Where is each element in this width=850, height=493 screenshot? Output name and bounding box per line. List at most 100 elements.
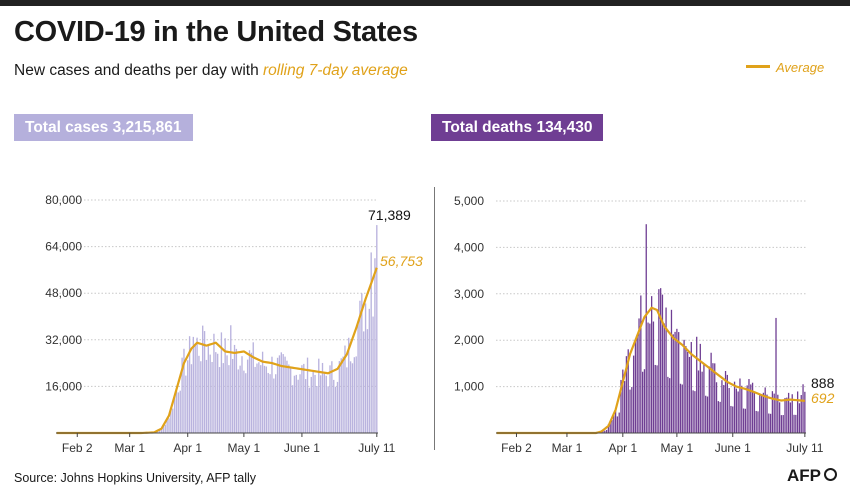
legend-line-swatch (746, 65, 770, 69)
deaths-bar (730, 405, 732, 433)
cases-bar (297, 379, 299, 433)
deaths-bar (706, 396, 709, 433)
deaths-bar (683, 339, 685, 433)
cases-x-tick-label: June 1 (284, 441, 320, 455)
deaths-bar (638, 318, 640, 433)
afp-logo-text: AFP (787, 466, 821, 485)
deaths-bar (798, 403, 801, 433)
cases-bar (338, 361, 341, 433)
deaths-bar (687, 352, 689, 433)
deaths-bar (703, 363, 705, 433)
deaths-bar (607, 424, 610, 433)
deaths-bar (764, 387, 766, 433)
cases-bar (288, 364, 290, 433)
cases-bar (280, 352, 282, 433)
deaths-bar (782, 415, 784, 433)
cases-bar (376, 225, 378, 433)
deaths-bar (746, 385, 748, 433)
deaths-bar (647, 322, 649, 433)
cases-bar (160, 428, 163, 433)
deaths-bar (778, 402, 781, 433)
deaths-y-tick-label: 2,000 (454, 333, 484, 347)
cases-bar (213, 333, 215, 433)
deaths-bar (627, 349, 629, 433)
cases-bar (271, 356, 273, 433)
cases-bar (327, 386, 329, 433)
deaths-bar (714, 363, 716, 433)
cases-bar (179, 390, 181, 433)
cases-bar (235, 348, 238, 433)
deaths-y-tick-label: 3,000 (454, 287, 484, 301)
cases-y-tick-label: 64,000 (45, 240, 82, 254)
deaths-bar (651, 296, 653, 433)
cases-bar (344, 345, 346, 433)
deaths-bar (661, 294, 664, 433)
cases-bar (260, 365, 262, 433)
deaths-x-tick-label: May 1 (661, 441, 694, 455)
cases-bar (267, 372, 269, 433)
cases-x-tick-label: Mar 1 (114, 441, 145, 455)
deaths-bar (741, 385, 743, 433)
deaths-bar (665, 307, 667, 433)
deaths-bar (679, 383, 682, 433)
cases-bar (237, 369, 239, 433)
deaths-bar (715, 382, 718, 433)
cases-bar (316, 386, 318, 433)
cases-bar (323, 371, 326, 433)
deaths-bar (618, 412, 620, 433)
cases-bar (157, 430, 159, 433)
globe-icon (824, 468, 837, 482)
cases-bar (158, 430, 161, 433)
cases-bar (261, 351, 264, 433)
cases-bar (220, 332, 223, 433)
page-title: COVID-19 in the United States (14, 16, 418, 48)
deaths-bar (769, 413, 772, 433)
cases-bar (336, 381, 339, 433)
cases-bar (243, 370, 245, 433)
legend-average-label: Average (776, 60, 825, 75)
source-note: Source: Johns Hopkins University, AFP ta… (14, 471, 256, 485)
deaths-bar (759, 394, 761, 433)
deaths-bar (611, 419, 613, 433)
cases-bar (202, 325, 204, 433)
deaths-bar (777, 394, 779, 433)
cases-bar (215, 352, 217, 433)
deaths-bar (636, 337, 638, 433)
subtitle: New cases and deaths per day with rollin… (14, 62, 408, 80)
cases-bar (231, 358, 234, 433)
deaths-bar (631, 387, 633, 433)
cases-bar (308, 387, 311, 433)
afp-logo: AFP (787, 466, 837, 486)
deaths-bar (656, 365, 658, 433)
deaths-bar (773, 393, 775, 433)
cases-x-tick-label: Feb 2 (62, 441, 93, 455)
cases-bar (177, 392, 180, 433)
cases-bar (366, 329, 369, 433)
deaths-bar (625, 356, 628, 433)
cases-bar (269, 374, 271, 433)
cases-bar (333, 379, 335, 433)
cases-bar (183, 348, 185, 433)
cases-bar (310, 376, 312, 433)
deaths-bar (605, 429, 608, 433)
cases-bar (188, 336, 191, 433)
deaths-y-tick-label: 1,000 (454, 380, 484, 394)
cases-bar (282, 354, 284, 433)
cases-bar (164, 424, 166, 433)
cases-bar (246, 359, 249, 433)
deaths-bar (737, 391, 739, 433)
deaths-bar (793, 414, 795, 433)
cases-bar (276, 357, 279, 433)
deaths-bar (733, 381, 736, 433)
cases-bar (162, 424, 165, 433)
deaths-bar (800, 395, 802, 433)
cases-y-tick-label: 80,000 (45, 193, 82, 207)
cases-bar (198, 355, 200, 433)
cases-bar (224, 338, 226, 433)
cases-bar (304, 379, 307, 433)
cases-bar (278, 355, 281, 433)
deaths-bar (789, 402, 792, 433)
cases-bar (301, 365, 303, 433)
deaths-bar (768, 413, 770, 433)
deaths-bar (780, 415, 783, 433)
